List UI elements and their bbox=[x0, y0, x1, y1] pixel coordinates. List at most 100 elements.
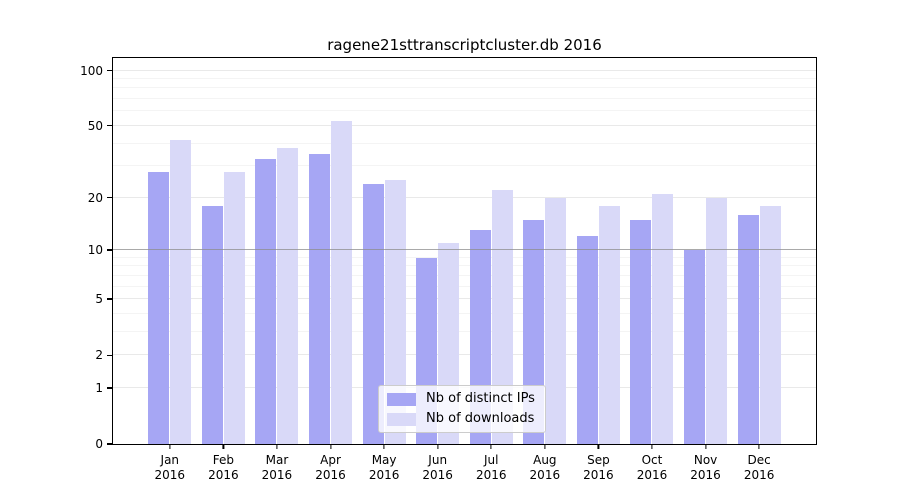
bar-nb-of-downloads-may bbox=[384, 180, 406, 444]
bar-group-dec: Dec 2016 bbox=[737, 58, 781, 482]
major-gridline bbox=[113, 124, 816, 126]
x-tick bbox=[276, 444, 278, 449]
bar-nb-of-distinct-ips-nov bbox=[684, 249, 706, 444]
legend-label-distinct-ips: Nb of distinct IPs bbox=[426, 391, 535, 406]
x-label-month: Oct bbox=[641, 453, 663, 467]
y-tick bbox=[107, 197, 113, 199]
x-tick-label: Aug 2016 bbox=[513, 453, 577, 483]
x-tick bbox=[490, 444, 492, 449]
x-label-month: Jan bbox=[160, 453, 180, 467]
bar-group-may: May 2016 bbox=[362, 58, 406, 482]
x-tick bbox=[383, 444, 385, 449]
x-label-month: Nov bbox=[693, 453, 718, 467]
y-tick-label: 20 bbox=[87, 190, 103, 205]
bar-group-sep: Sep 2016 bbox=[576, 58, 620, 482]
bar-nb-of-downloads-apr bbox=[331, 121, 353, 444]
x-label-month: Apr bbox=[320, 453, 341, 467]
x-tick-label: Mar 2016 bbox=[245, 453, 309, 483]
y-tick-label: 100 bbox=[80, 63, 103, 78]
x-label-year: 2016 bbox=[315, 468, 346, 482]
minor-gridline bbox=[113, 265, 816, 267]
x-label-year: 2016 bbox=[583, 468, 614, 482]
x-tick bbox=[651, 444, 653, 449]
x-label-year: 2016 bbox=[422, 468, 453, 482]
minor-gridline bbox=[113, 78, 816, 80]
x-tick bbox=[437, 444, 439, 449]
x-tick-label: Sep 2016 bbox=[566, 453, 630, 483]
x-label-year: 2016 bbox=[208, 468, 239, 482]
minor-gridline bbox=[113, 142, 816, 144]
x-label-year: 2016 bbox=[529, 468, 561, 482]
x-label-year: 2016 bbox=[690, 468, 721, 482]
x-label-month: Mar bbox=[265, 453, 289, 467]
bar-nb-of-distinct-ips-apr bbox=[309, 154, 331, 444]
y-tick bbox=[107, 387, 113, 389]
major-gridline bbox=[113, 298, 816, 300]
minor-gridline bbox=[113, 110, 816, 112]
x-tick-label: Jun 2016 bbox=[406, 453, 470, 483]
bars-layer: Jan 2016 Feb 2016 Mar 2016 Apr 2016 May 2016 Jun 20… bbox=[113, 58, 816, 482]
bar-nb-of-downloads-dec bbox=[759, 205, 781, 444]
x-tick-label: Jan 2016 bbox=[138, 453, 202, 483]
x-label-year: 2016 bbox=[475, 468, 507, 482]
x-label-month: Sep bbox=[587, 453, 610, 467]
x-label-month: May bbox=[371, 453, 397, 467]
minor-gridline bbox=[113, 285, 816, 287]
legend: Nb of distinct IPs Nb of downloads bbox=[378, 385, 546, 433]
x-label-month: Feb bbox=[212, 453, 234, 467]
x-tick-label: May 2016 bbox=[352, 453, 416, 483]
x-tick bbox=[222, 444, 224, 449]
bar-nb-of-downloads-jan bbox=[170, 139, 192, 444]
bar-nb-of-downloads-feb bbox=[223, 171, 245, 444]
bar-group-feb: Feb 2016 bbox=[201, 58, 245, 482]
x-label-year: 2016 bbox=[154, 468, 186, 482]
x-tick bbox=[329, 444, 332, 449]
y-tick-label: 0 bbox=[95, 437, 103, 451]
x-tick bbox=[597, 444, 599, 449]
x-label-year: 2016 bbox=[368, 468, 400, 482]
bar-nb-of-downloads-sep bbox=[598, 205, 620, 444]
x-tick-label: Dec 2016 bbox=[727, 453, 791, 483]
bar-group-apr: Apr 2016 bbox=[309, 58, 353, 482]
x-label-year: 2016 bbox=[636, 468, 668, 482]
bar-nb-of-distinct-ips-jan bbox=[148, 171, 170, 444]
bar-nb-of-downloads-nov bbox=[706, 197, 728, 444]
major-gridline bbox=[113, 354, 816, 356]
minor-gridline bbox=[113, 165, 816, 167]
minor-gridline bbox=[113, 256, 816, 258]
x-label-year: 2016 bbox=[261, 468, 293, 482]
bar-nb-of-downloads-aug bbox=[545, 197, 567, 444]
x-label-year: 2016 bbox=[743, 468, 775, 482]
minor-gridline bbox=[113, 98, 816, 100]
x-tick-label: Jul 2016 bbox=[459, 453, 523, 483]
bar-nb-of-distinct-ips-oct bbox=[630, 219, 652, 444]
major-gridline bbox=[113, 196, 816, 198]
y-tick bbox=[107, 443, 113, 445]
bar-group-nov: Nov 2016 bbox=[684, 58, 728, 482]
x-tick-label: Nov 2016 bbox=[674, 453, 738, 483]
legend-swatch-distinct-ips bbox=[387, 392, 416, 406]
x-tick-label: Feb 2016 bbox=[191, 453, 255, 483]
legend-item-distinct-ips: Nb of distinct IPs bbox=[387, 391, 535, 407]
bar-group-jan: Jan 2016 bbox=[148, 58, 192, 482]
x-label-month: Dec bbox=[747, 453, 771, 467]
x-tick bbox=[704, 444, 707, 449]
bar-group-mar: Mar 2016 bbox=[255, 58, 299, 482]
minor-gridline bbox=[113, 312, 816, 314]
y-tick-label: 50 bbox=[87, 118, 103, 133]
minor-gridline bbox=[113, 330, 816, 332]
legend-swatch-downloads bbox=[387, 412, 416, 426]
x-tick-label: Oct 2016 bbox=[620, 453, 684, 483]
bar-nb-of-downloads-jul bbox=[491, 190, 513, 444]
bar-nb-of-distinct-ips-feb bbox=[201, 205, 223, 444]
y-tick bbox=[107, 298, 113, 300]
chart-title: ragene21sttranscriptcluster.db 2016 bbox=[327, 36, 602, 54]
minor-gridline bbox=[113, 274, 816, 276]
x-label-month: Jun bbox=[428, 453, 448, 467]
bar-nb-of-downloads-mar bbox=[277, 147, 299, 444]
x-tick bbox=[544, 444, 546, 449]
x-label-month: Jul bbox=[484, 453, 499, 467]
y-tick bbox=[107, 354, 113, 356]
bar-group-oct: Oct 2016 bbox=[630, 58, 674, 482]
